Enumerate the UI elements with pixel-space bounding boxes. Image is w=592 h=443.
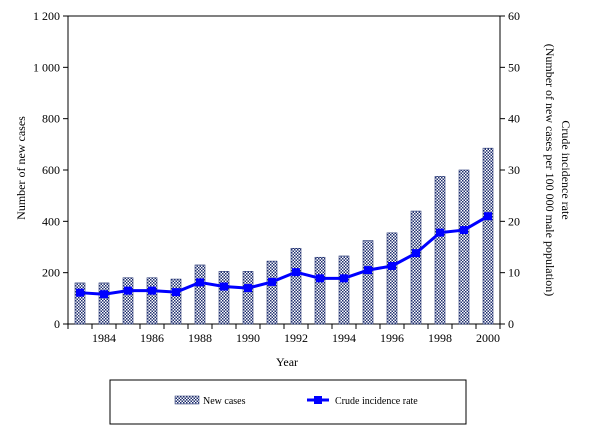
right-axis-label-line1: Crude incidence rate: [559, 120, 573, 219]
right-axis-tick-label: 40: [508, 112, 520, 126]
legend-label-new-cases: New cases: [203, 396, 246, 407]
bar-new-cases: [338, 255, 350, 325]
bar-series-new-cases: [74, 147, 494, 325]
legend-swatch-new-cases: [174, 395, 200, 405]
right-axis-tick-label: 30: [508, 163, 520, 177]
legend-box: [109, 379, 467, 425]
bar-new-cases: [458, 169, 470, 325]
bar-new-cases: [410, 210, 422, 325]
bar-new-cases: [194, 264, 206, 325]
x-axis-label: Year: [276, 355, 298, 369]
bar-new-cases: [146, 277, 158, 325]
legend: New cases Crude incidence rate: [109, 379, 467, 425]
marker-crude-incidence-rate: [316, 274, 324, 283]
x-axis-tick-label: 1984: [92, 331, 116, 345]
left-axis-tick-label: 600: [42, 163, 60, 177]
x-axis-tick-label: 2000: [476, 331, 500, 345]
left-axis-tick-label: 200: [42, 266, 60, 280]
line-series-crude-incidence-rate: [76, 212, 492, 299]
line-crude-incidence-rate: [79, 214, 489, 296]
marker-crude-incidence-rate: [244, 284, 252, 293]
x-axis-tick-label: 1994: [332, 331, 356, 345]
legend-label-crude-incidence-rate: Crude incidence rate: [335, 396, 418, 407]
legend-swatch-marker: [314, 396, 322, 404]
right-axis-label-line2: (Number of new cases per 100 000 male po…: [543, 44, 557, 297]
marker-crude-incidence-rate: [172, 288, 180, 297]
bar-new-cases: [74, 282, 86, 325]
marker-crude-incidence-rate: [388, 261, 396, 270]
left-axis-tick-label: 0: [54, 317, 60, 331]
x-axis-tick-label: 1992: [284, 331, 308, 345]
marker-crude-incidence-rate: [436, 228, 444, 237]
right-axis-tick-label: 50: [508, 60, 520, 74]
bar-new-cases: [314, 256, 326, 325]
bar-new-cases: [266, 260, 278, 325]
marker-crude-incidence-rate: [292, 268, 300, 277]
marker-crude-incidence-rate: [460, 226, 468, 235]
bar-new-cases: [290, 247, 302, 325]
x-axis-tick-label: 1996: [380, 331, 404, 345]
left-axis-tick-label: 800: [42, 112, 60, 126]
x-axis-tick-label: 1990: [236, 331, 260, 345]
bar-new-cases: [386, 232, 398, 325]
right-axis-tick-label: 20: [508, 214, 520, 228]
bar-new-cases: [218, 271, 230, 325]
x-axis-tick-label: 1988: [188, 331, 212, 345]
marker-crude-incidence-rate: [220, 282, 228, 291]
bar-new-cases: [434, 176, 446, 325]
x-axis-tick-label: 1986: [140, 331, 164, 345]
left-axis-tick-label: 400: [42, 214, 60, 228]
x-axis-tick-label: 1998: [428, 331, 452, 345]
marker-crude-incidence-rate: [364, 266, 372, 275]
marker-crude-incidence-rate: [124, 286, 132, 295]
bar-new-cases: [482, 147, 494, 325]
bar-new-cases: [122, 277, 134, 325]
bar-new-cases: [170, 278, 182, 325]
right-axis-tick-label: 10: [508, 266, 520, 280]
marker-crude-incidence-rate: [268, 277, 276, 286]
marker-crude-incidence-rate: [148, 286, 156, 295]
bar-new-cases: [242, 271, 254, 325]
marker-crude-incidence-rate: [484, 212, 492, 221]
marker-crude-incidence-rate: [76, 288, 84, 297]
right-axis-tick-label: 60: [508, 9, 520, 23]
marker-crude-incidence-rate: [412, 249, 420, 258]
left-axis-tick-label: 1 000: [33, 60, 60, 74]
marker-crude-incidence-rate: [340, 274, 348, 283]
marker-crude-incidence-rate: [100, 290, 108, 299]
bar-new-cases: [362, 240, 374, 325]
right-axis-tick-label: 0: [508, 317, 514, 331]
axes: 0 200 400 600 800 1 000 1 200 0 10 20 30 40 50 60 1984…: [33, 9, 520, 345]
axis-labels: Year Number of new cases Crude incidence…: [14, 44, 573, 369]
left-axis-label: Number of new cases: [14, 116, 28, 220]
marker-crude-incidence-rate: [196, 278, 204, 287]
left-axis-tick-label: 1 200: [33, 9, 60, 23]
bar-new-cases: [98, 282, 110, 325]
